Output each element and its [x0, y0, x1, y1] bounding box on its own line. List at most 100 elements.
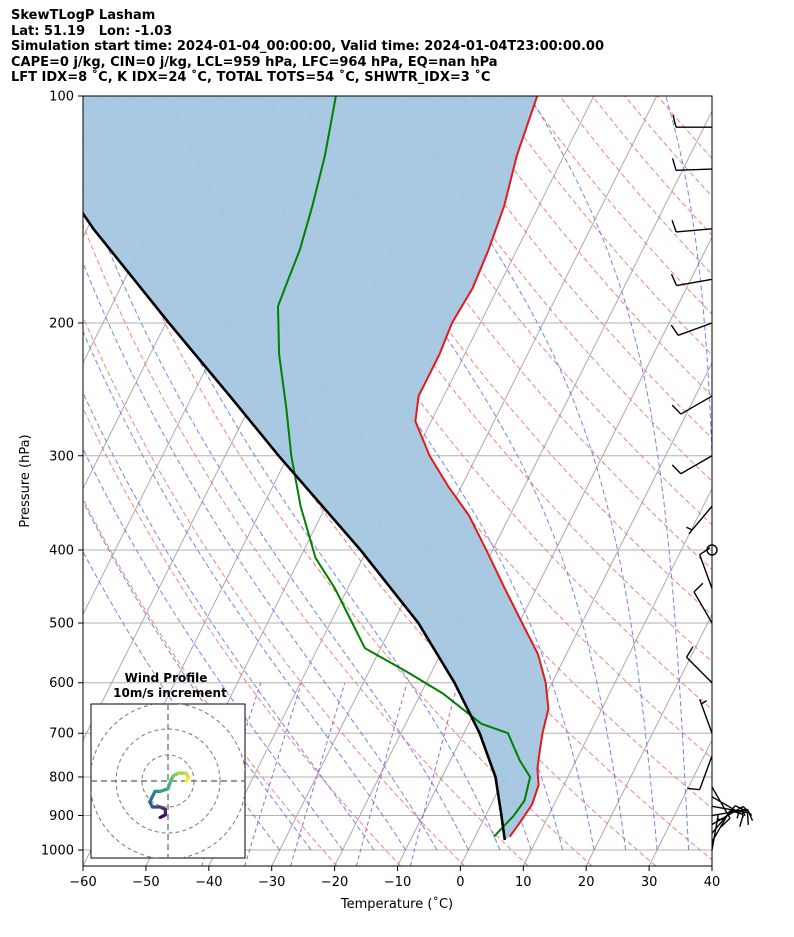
- x-tick-label: 40: [704, 875, 721, 890]
- y-tick-label: 600: [49, 676, 74, 691]
- hodograph-subtitle: 10m/s increment: [113, 686, 227, 700]
- y-tick-label: 800: [49, 770, 74, 785]
- moist-adiabat: [83, 181, 469, 851]
- isotherm-line: [522, 487, 712, 866]
- wind-barb: [687, 755, 713, 791]
- barb-staff: [711, 814, 719, 851]
- barb-flag: [687, 787, 700, 791]
- x-tick-label: 30: [641, 875, 658, 890]
- moist-adiabat: [529, 96, 689, 850]
- temperature-line: [414, 96, 550, 838]
- barb-flag: [693, 582, 704, 593]
- barb-staff: [699, 554, 713, 589]
- isotherm-line: [775, 96, 794, 866]
- mixing-ratio-line: [355, 682, 408, 866]
- barb-staff: [676, 228, 713, 233]
- y-tick-label: 300: [49, 449, 74, 464]
- barb-staff: [699, 755, 713, 790]
- barb-staff: [680, 395, 713, 415]
- location-line: Lat: 51.19 Lon: -1.03: [11, 23, 173, 39]
- barb-flag: [671, 158, 677, 171]
- barb-flag: [699, 547, 711, 556]
- hodograph-inset: Wind Profile 10m/s increment: [90, 671, 246, 859]
- profile-lines: [83, 96, 550, 841]
- wind-barb: [670, 273, 713, 287]
- wind-barb: [670, 322, 713, 336]
- y-tick-label: 900: [49, 809, 74, 824]
- axes: −60 −50 −40 −30 −20 −10 0 10 20 30 40 100 200 300 400 5…: [41, 90, 720, 891]
- barb-staff: [699, 699, 713, 734]
- dry-adiabat: [83, 128, 593, 866]
- chart-header: SkewTLogP Lasham Lat: 51.19 Lon: -1.03 S…: [11, 8, 604, 86]
- isotherm-line: [83, 96, 92, 113]
- barb-half-flag: [736, 812, 740, 819]
- barb-flag: [671, 404, 682, 415]
- wind-barb: [706, 544, 718, 556]
- barb-staff: [693, 591, 713, 624]
- barb-flag: [672, 115, 677, 128]
- wind-barb: [699, 699, 713, 734]
- wind-barb: [671, 455, 713, 475]
- barb-flag: [746, 812, 750, 825]
- isotherm-line: [648, 739, 712, 866]
- dry-adiabat: [83, 223, 529, 866]
- barb-staff: [711, 805, 744, 826]
- wind-barb: [685, 646, 713, 684]
- chart-title: SkewTLogP Lasham: [11, 8, 156, 23]
- moist-adiabat: [83, 261, 438, 851]
- barb-half-flag: [701, 700, 707, 705]
- dry-adiabat: [592, 96, 712, 236]
- x-tick-label: −20: [321, 875, 348, 890]
- barb-staff: [711, 786, 731, 819]
- wind-barb: [672, 115, 712, 128]
- wind-barb: [671, 158, 713, 172]
- dewpoint-line: [276, 96, 532, 838]
- barb-staff: [711, 805, 748, 814]
- indices-line: CAPE=0 j/kg, CIN=0 j/kg, LCL=959 hPa, LF…: [11, 54, 498, 70]
- barb-flag: [671, 219, 677, 233]
- dry-adiabat: [526, 96, 712, 315]
- moist-adiabat: [83, 391, 375, 851]
- time-line: Simulation start time: 2024-01-04_00:00:…: [11, 39, 604, 54]
- y-tick-label: 100: [49, 90, 74, 105]
- barb-flag: [739, 814, 744, 827]
- dry-adiabat: [429, 96, 712, 439]
- y-tick-label: 1000: [41, 844, 74, 859]
- moist-adiabat: [83, 500, 312, 851]
- mixing-ratio-line: [290, 682, 346, 866]
- x-tick-label: −60: [69, 875, 96, 890]
- negative-area-fill: [83, 96, 549, 840]
- parcel-path-line: [83, 211, 507, 841]
- x-tick-label: 0: [456, 875, 464, 890]
- y-tick-label: 200: [49, 316, 74, 331]
- wind-barb: [686, 505, 713, 535]
- dry-adiabat: [657, 96, 712, 160]
- moist-adiabat: [83, 447, 344, 851]
- barb-staff: [688, 505, 713, 535]
- dry-adiabat: [83, 315, 465, 866]
- barb-flag: [670, 273, 678, 286]
- barb-flag: [746, 808, 754, 821]
- stability-line: LFT IDX=8 ˚C, K IDX=24 ˚C, TOTAL TOTS=54…: [11, 70, 491, 85]
- x-tick-label: −50: [132, 875, 159, 890]
- hodograph-title: Wind Profile: [125, 671, 208, 685]
- wind-barb: [671, 219, 713, 233]
- wind-barb: [711, 786, 731, 828]
- barb-flag: [720, 817, 731, 828]
- barb-flag: [671, 464, 682, 475]
- barb-staff: [711, 808, 748, 817]
- barb-flag: [670, 324, 679, 336]
- barb-half-flag: [686, 526, 693, 531]
- moist-adiabat: [399, 96, 658, 851]
- wind-barb: [699, 547, 713, 589]
- mixing-ratio-line: [409, 682, 459, 866]
- x-tick-label: 20: [578, 875, 595, 890]
- isotherm-line: [397, 235, 712, 866]
- dry-adiabat: [624, 96, 712, 198]
- hodograph-plot: [91, 704, 245, 858]
- barb-flag: [685, 646, 694, 658]
- isotherm-line: [711, 864, 712, 866]
- barb-staff: [676, 278, 713, 287]
- y-tick-label: 500: [49, 617, 74, 632]
